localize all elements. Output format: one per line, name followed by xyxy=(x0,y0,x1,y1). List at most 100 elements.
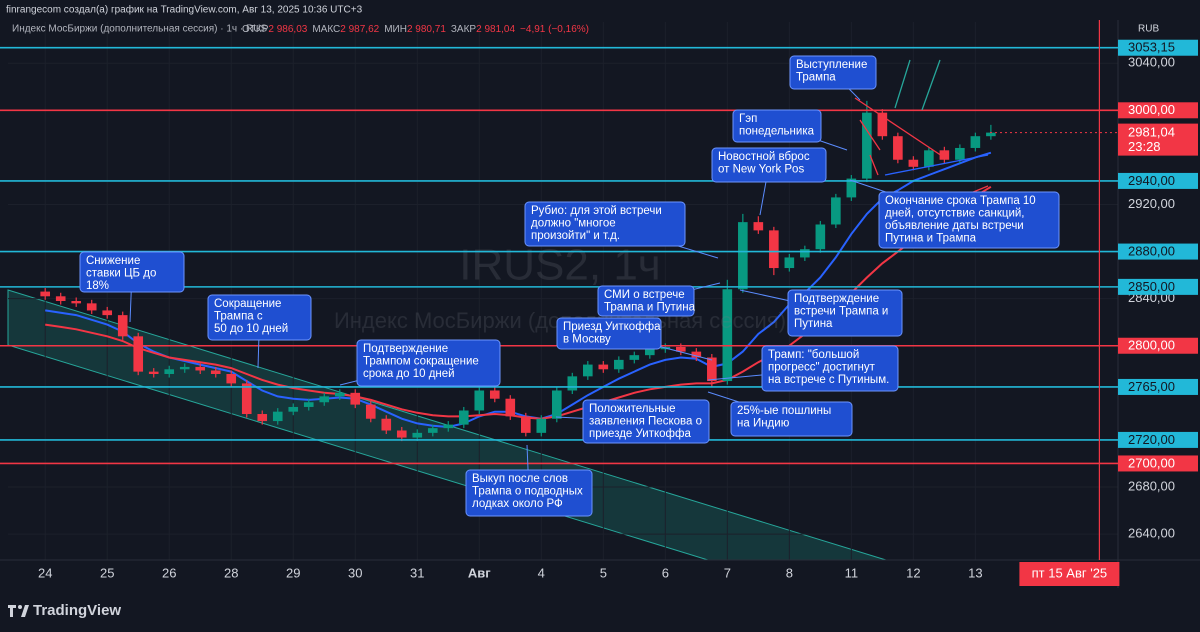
candle-body xyxy=(707,357,717,382)
header: finrangecom создал(а) график на TradingV… xyxy=(6,4,363,16)
candle-body xyxy=(970,136,981,148)
candle-body xyxy=(272,411,283,422)
logo-part xyxy=(18,605,22,609)
x-tick-label: 24 xyxy=(38,565,52,580)
level-label: 2700,00 xyxy=(1128,455,1175,470)
annotation-text: Окончание срока Трампа 10 xyxy=(885,195,1036,207)
annotation-text: в Москву xyxy=(563,334,611,346)
candle-body xyxy=(474,390,485,411)
level-label-box xyxy=(1118,431,1198,448)
candle-body xyxy=(350,392,361,405)
candle-body xyxy=(691,351,702,358)
drawing-line xyxy=(859,119,881,151)
candle-body xyxy=(319,396,330,403)
candle-body xyxy=(598,364,609,370)
annotation-text: Трампа и Путина xyxy=(604,302,696,314)
y-tick-label: 3040,00 xyxy=(1128,55,1175,70)
annotation-box xyxy=(787,289,903,337)
annotation-box xyxy=(556,317,662,350)
candle-body xyxy=(505,398,516,417)
candle-body xyxy=(676,346,686,352)
y-tick-label: 2640,00 xyxy=(1128,526,1175,541)
logo-part xyxy=(21,605,29,617)
annotation-text: Путина xyxy=(794,318,833,330)
level-label-box xyxy=(1118,337,1198,354)
candle-body xyxy=(551,390,562,419)
candle-body xyxy=(257,414,268,422)
annotation-text: ставки ЦБ до xyxy=(86,268,156,280)
candle-body xyxy=(303,402,314,407)
candle-body xyxy=(117,315,128,337)
legend-label: МИН xyxy=(384,24,407,35)
drawing-line xyxy=(869,154,879,176)
candle-body xyxy=(179,366,190,370)
candle-body xyxy=(753,222,764,231)
level-label: 2800,00 xyxy=(1128,338,1175,353)
annotation-text: дней, отсутствие санкций, xyxy=(885,208,1025,220)
ohlc-legend: ОТКР2 986,03 МАКС2 987,62 МИН2 980,71 ЗАКР2… xyxy=(242,24,589,35)
annotation-text: Выкуп после слов xyxy=(472,473,568,485)
level-label: 3000,00 xyxy=(1128,102,1175,117)
candle-body xyxy=(133,336,144,372)
candle-body xyxy=(800,249,810,258)
candle-body xyxy=(877,112,888,137)
x-tick-label: 6 xyxy=(662,565,669,580)
candle-body xyxy=(831,197,841,225)
annotation-text: понедельника xyxy=(739,126,815,138)
symbol: Индекс МосБиржи (дополнительная сессия) … xyxy=(12,24,267,35)
candle-body xyxy=(412,432,423,438)
x-tick-label: 30 xyxy=(348,565,362,580)
x-tick-label: 5 xyxy=(600,565,607,580)
level-label: 2940,00 xyxy=(1128,173,1175,188)
candle-body xyxy=(489,390,500,399)
annotation-text: Трампа о подводных xyxy=(472,486,583,498)
drawing-line xyxy=(894,59,911,109)
candle-body xyxy=(815,224,826,250)
countdown: 23:28 xyxy=(1128,139,1161,154)
candle-body xyxy=(55,296,66,302)
brand-logo xyxy=(8,605,29,617)
legend-change: −4,91 (−0,16%) xyxy=(520,24,589,35)
currency: RUB xyxy=(1138,24,1159,35)
annotation-box xyxy=(582,399,710,444)
annotation-box xyxy=(524,201,686,247)
annotation-box xyxy=(761,345,899,392)
candle-body xyxy=(71,301,82,304)
candle-body xyxy=(365,404,376,419)
annotation-box xyxy=(465,469,593,517)
annotation-box xyxy=(730,401,853,437)
candle-body xyxy=(738,222,748,290)
level-label-box xyxy=(1118,39,1198,56)
level-label-box xyxy=(1118,378,1198,395)
drawing-line xyxy=(854,97,946,159)
candle-body xyxy=(908,159,919,167)
annotation-text: приезде Уиткоффа xyxy=(589,428,691,440)
candle-body xyxy=(955,147,965,160)
annotation-text: Рубио: для этой встречи xyxy=(531,205,662,217)
x-tick-label: 31 xyxy=(410,565,424,580)
annotation-box xyxy=(711,147,827,183)
legend-value: 2 986,03 xyxy=(268,24,307,35)
level-label: 2765,00 xyxy=(1128,379,1175,394)
annotation-box xyxy=(789,55,877,90)
x-tick-label: 26 xyxy=(162,565,176,580)
annotation-text: 50 до 10 дней xyxy=(214,323,288,335)
crosshair-label-box xyxy=(1019,562,1120,586)
annotation-text: Трамп: "большой xyxy=(768,349,859,361)
candle-body xyxy=(195,366,206,371)
candle-body xyxy=(536,418,547,433)
candle-body xyxy=(148,371,159,374)
annotation-text: от New York Pos xyxy=(718,164,804,176)
candle-body xyxy=(939,150,950,160)
candle-body xyxy=(427,428,438,433)
last-price-box xyxy=(1118,123,1198,156)
annotation-text: 25%-ые пошлины xyxy=(737,405,831,417)
annotation-text: лодках около РФ xyxy=(472,498,563,510)
level-label-box xyxy=(1118,102,1198,119)
annotation-text: Снижение xyxy=(86,255,140,267)
crosshair-label: пт 15 Авг '25 xyxy=(1032,565,1108,580)
legend-label: ЗАКР xyxy=(451,24,477,35)
level-label-box xyxy=(1118,172,1198,189)
annotation-text: на Индию xyxy=(737,418,790,430)
